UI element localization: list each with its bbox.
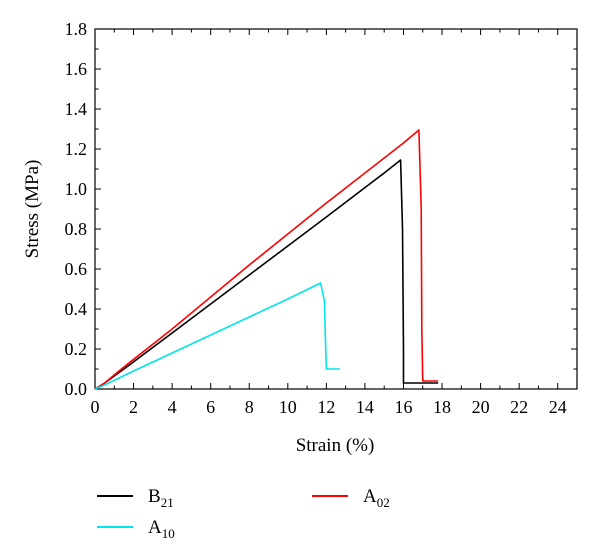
x-axis-title: Strain (%): [296, 435, 375, 456]
x-tick-label: 8: [245, 397, 254, 417]
x-tick-label: 4: [168, 397, 177, 417]
y-tick-label: 1.0: [65, 179, 88, 199]
x-tick-label: 0: [91, 397, 100, 417]
y-tick-label: 1.2: [65, 139, 88, 159]
x-tick-label: 16: [394, 397, 412, 417]
y-tick-label: 1.4: [65, 99, 88, 119]
y-tick-label: 0.8: [65, 219, 88, 239]
y-tick-label: 1.6: [65, 59, 88, 79]
legend-label-a02: A02: [363, 486, 390, 510]
series-line-b21: [94, 159, 439, 390]
x-axis: 0 2 4 6 8 10 12 14 16 18 20 22 24: [91, 29, 578, 417]
x-tick-label: 22: [510, 397, 528, 417]
y-tick-label: 1.8: [65, 19, 88, 39]
series-line-a10: [94, 282, 340, 390]
x-tick-label: 10: [279, 397, 297, 417]
legend-label-a10: A10: [148, 517, 175, 541]
x-tick-label: 12: [317, 397, 335, 417]
y-tick-label: 0.2: [65, 339, 88, 359]
legend: B21 A02 A10: [97, 486, 390, 541]
x-tick-label: 20: [472, 397, 490, 417]
y-tick-label: 0.0: [65, 379, 88, 399]
y-tick-label: 0.4: [65, 299, 88, 319]
y-tick-label: 0.6: [65, 259, 88, 279]
series-line-a02: [94, 129, 439, 390]
y-axis-title: Stress (MPa): [22, 160, 43, 259]
x-tick-label: 6: [206, 397, 215, 417]
y-axis: 0.0 0.2 0.4 0.6 0.8 1.0 1.2 1.4 1.6 1.8: [65, 19, 577, 399]
x-tick-label: 24: [549, 397, 567, 417]
x-tick-label: 14: [356, 397, 374, 417]
x-tick-label: 2: [129, 397, 138, 417]
x-tick-label: 18: [433, 397, 451, 417]
series-lines: [94, 129, 439, 390]
legend-label-b21: B21: [148, 486, 174, 510]
